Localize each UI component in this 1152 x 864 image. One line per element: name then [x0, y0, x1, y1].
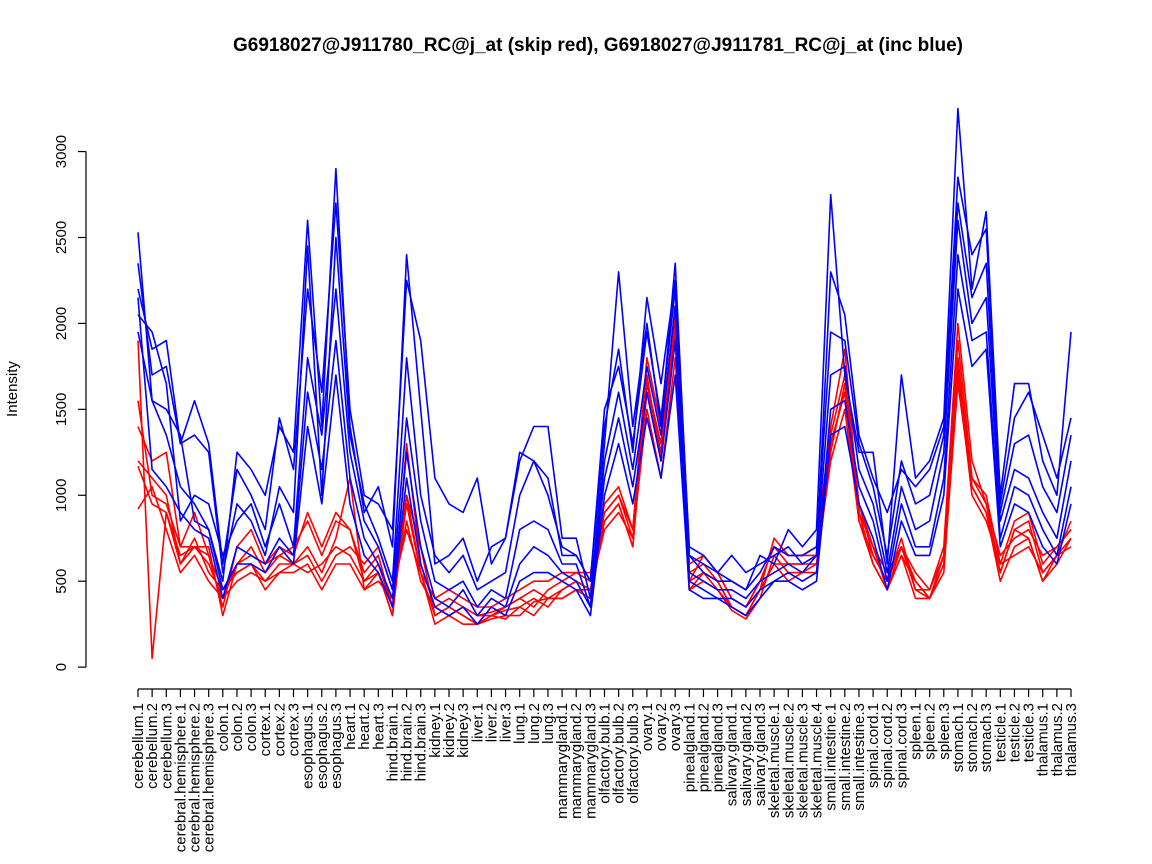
y-tick-label: 1500 — [53, 393, 70, 426]
x-tick-label: hind.brain.1 — [384, 703, 401, 781]
series-line-inc — [137, 107, 1072, 600]
x-tick-label: cortex.1 — [257, 703, 274, 756]
series-line-inc — [137, 176, 1072, 583]
series-line-skip — [137, 322, 1072, 617]
x-tick-label: salivary.gland.2 — [738, 703, 755, 806]
x-tick-label: small.intestine.3 — [851, 703, 868, 811]
chart-title: G6918027@J911780_RC@j_at (skip red), G69… — [233, 35, 963, 56]
x-tick-label: liver.3 — [498, 703, 515, 742]
x-tick-label: salivary.gland.1 — [724, 703, 741, 806]
y-tick-label: 2000 — [53, 307, 70, 340]
x-tick-label: ovary.2 — [653, 703, 670, 751]
x-tick-label: kidney.2 — [441, 703, 458, 758]
x-tick-label: thalamus.1 — [1035, 703, 1052, 776]
x-tick-label: hind.brain.2 — [399, 703, 416, 781]
x-tick-label: cerebellum.2 — [144, 703, 161, 789]
y-tick-label: 3000 — [53, 135, 70, 168]
x-tick-label: olfactory.bulb.1 — [597, 703, 614, 804]
y-tick-label: 2500 — [53, 221, 70, 254]
y-tick-label: 1000 — [53, 479, 70, 512]
x-tick-label: liver.2 — [483, 703, 500, 742]
x-tick-label: cerebral.hemisphere.3 — [201, 703, 218, 852]
x-tick-label: spleen.3 — [936, 703, 953, 760]
x-tick-label: stomach.3 — [978, 703, 995, 772]
series-line-inc — [137, 288, 1072, 626]
x-tick-label: small.intestine.2 — [837, 703, 854, 811]
x-tick-label: testicle.2 — [1006, 703, 1023, 762]
y-tick-label: 0 — [53, 663, 70, 671]
series-line-skip — [137, 279, 1072, 660]
x-tick-label: cortex.2 — [271, 703, 288, 756]
x-tick-label: colon.2 — [229, 703, 246, 751]
x-tick-label: cerebral.hemisphere.1 — [172, 703, 189, 852]
x-tick-label: pinealgland.2 — [695, 703, 712, 792]
y-tick-label: 500 — [53, 569, 70, 594]
x-tick-label: thalamus.3 — [1063, 703, 1080, 776]
y-axis: 0 500 1000 1500 2000 2500 3000 — [53, 135, 87, 671]
x-axis: cerebellum.1cerebellum.2cerebellum.3cere… — [130, 688, 1080, 852]
series-line-inc — [137, 202, 1072, 591]
x-tick-label: esophagus.2 — [314, 703, 331, 789]
x-tick-label: kidney.3 — [455, 703, 472, 758]
series-line-inc — [137, 253, 1072, 617]
x-tick-label: small.intestine.1 — [823, 703, 840, 811]
x-tick-label: spleen.2 — [922, 703, 939, 760]
x-tick-label: ovary.3 — [667, 703, 684, 751]
x-tick-label: lung.1 — [512, 703, 529, 744]
x-tick-label: testicle.3 — [1021, 703, 1038, 762]
x-tick-label: stomach.2 — [964, 703, 981, 772]
x-tick-label: mammarygland.3 — [582, 703, 599, 819]
x-tick-label: kidney.1 — [427, 703, 444, 758]
x-tick-label: esophagus.3 — [328, 703, 345, 789]
x-tick-label: lung.3 — [540, 703, 557, 744]
series-lines — [137, 107, 1072, 660]
x-tick-label: testicle.1 — [992, 703, 1009, 762]
x-tick-label: skeletal.muscle.4 — [809, 703, 826, 818]
x-tick-label: salivary.gland.3 — [752, 703, 769, 806]
x-tick-label: thalamus.2 — [1049, 703, 1066, 776]
x-tick-label: colon.3 — [243, 703, 260, 751]
x-tick-label: spinal.cord.1 — [865, 703, 882, 788]
x-tick-label: lung.2 — [526, 703, 543, 744]
x-tick-label: ovary.1 — [639, 703, 656, 751]
x-tick-label: pinealgland.1 — [681, 703, 698, 792]
x-tick-label: colon.1 — [215, 703, 232, 751]
x-tick-label: olfactory.bulb.3 — [625, 703, 642, 804]
x-tick-label: cerebellum.3 — [158, 703, 175, 789]
x-tick-label: heart.2 — [356, 703, 373, 750]
x-tick-label: stomach.1 — [950, 703, 967, 772]
x-tick-label: cerebral.hemisphere.2 — [187, 703, 204, 852]
y-axis-label: Intensity — [4, 361, 21, 417]
x-tick-label: skeletal.muscle.3 — [794, 703, 811, 818]
x-tick-label: cortex.3 — [286, 703, 303, 756]
x-tick-label: pinealgland.3 — [710, 703, 727, 792]
x-tick-label: spinal.cord.3 — [893, 703, 910, 788]
x-tick-label: mammarygland.2 — [568, 703, 585, 819]
x-tick-label: esophagus.1 — [300, 703, 317, 789]
x-tick-label: olfactory.bulb.2 — [611, 703, 628, 804]
x-tick-label: heart.3 — [370, 703, 387, 750]
x-tick-label: spleen.1 — [908, 703, 925, 760]
x-tick-label: mammarygland.1 — [554, 703, 571, 819]
x-tick-label: cerebellum.1 — [130, 703, 147, 789]
x-tick-label: spinal.cord.2 — [879, 703, 896, 788]
x-tick-label: skeletal.muscle.2 — [780, 703, 797, 818]
x-tick-label: liver.1 — [469, 703, 486, 742]
x-tick-label: hind.brain.3 — [413, 703, 430, 781]
x-tick-label: heart.1 — [342, 703, 359, 750]
x-tick-label: skeletal.muscle.1 — [766, 703, 783, 818]
